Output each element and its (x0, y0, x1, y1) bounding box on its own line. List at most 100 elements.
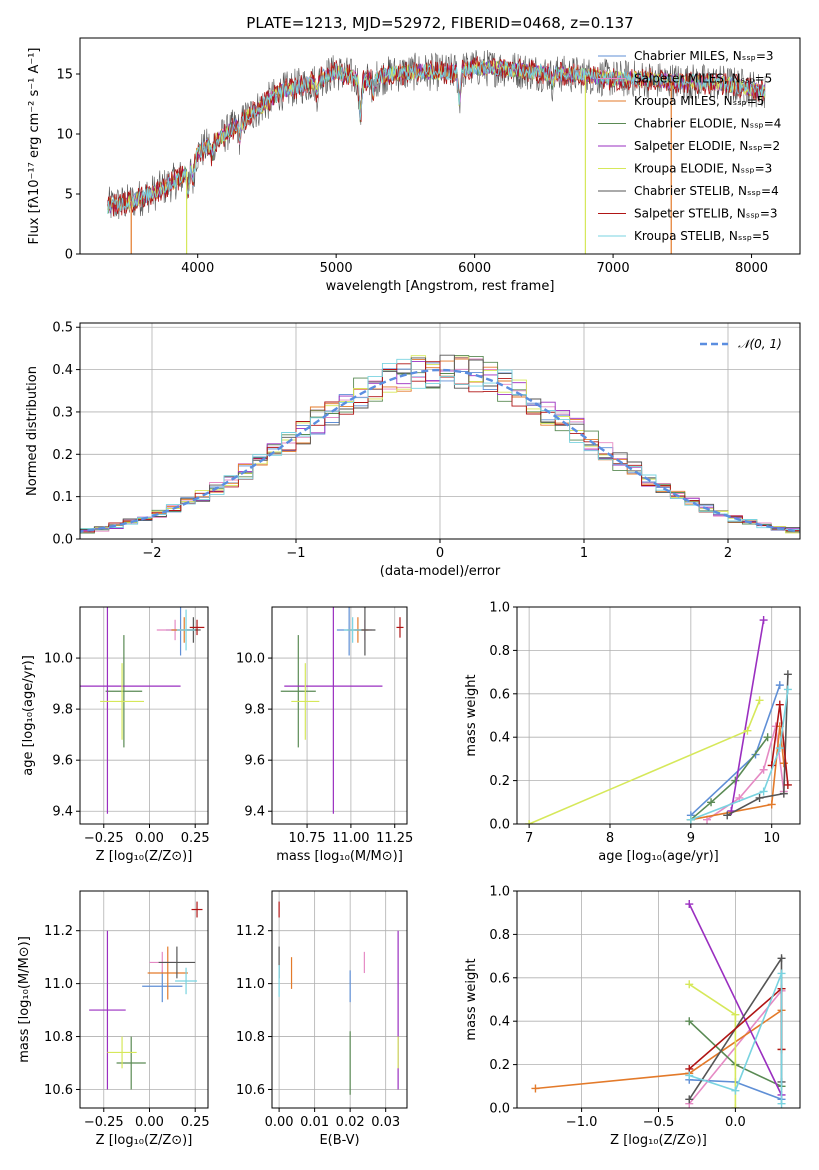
x-tick-label: 8000 (735, 261, 768, 276)
weight-marker (755, 696, 764, 705)
panel-1: −2 −1 0 1 2 0.0 0.1 0.2 0.3 0.4 0.5 (data-model)/er… (25, 321, 801, 579)
point-chabrier-stelib (158, 946, 196, 979)
weight-marker (767, 800, 776, 809)
plot-area (272, 607, 407, 824)
point-salpeter-stelib (396, 617, 404, 638)
y-tick-label: 0.3 (52, 405, 73, 420)
point-salpeter-elodie (284, 607, 383, 814)
x-tick-label: 11.25 (376, 831, 413, 846)
weight-marker (685, 1071, 694, 1080)
x-tick-label: 9 (687, 831, 695, 846)
axes-frame (79, 322, 801, 540)
point-kroupa-elodie (107, 1036, 137, 1069)
x-tick-label: −0.5 (643, 1115, 675, 1130)
point-salpeter-elodie (89, 930, 126, 1090)
chart-title: PLATE=1213, MJD=52972, FIBERID=0468, z=0… (246, 14, 633, 32)
weight-marker (685, 1095, 694, 1104)
weight-marker (525, 820, 534, 824)
y-axis-label: mass weight (464, 674, 479, 756)
y-tick-label: 9.4 (244, 805, 265, 820)
axes-frame (516, 890, 801, 1109)
point-chabrier-miles (142, 970, 183, 1003)
weight-marker (783, 685, 792, 694)
weight-marker (783, 780, 792, 789)
y-tick-label: 9.8 (52, 703, 73, 718)
axes-frame (271, 606, 408, 825)
x-axis-label: (data-model)/error (380, 564, 501, 579)
y-tick-label: 0.0 (489, 818, 510, 833)
point-chabrier-elodie (105, 635, 143, 748)
legend: Chabrier MILES, Nₛₛₚ=3 Salpeter MILES, Nₛ… (598, 49, 781, 243)
point-salpeter-elodie (80, 607, 181, 814)
x-tick-label: 7 (525, 831, 533, 846)
y-tick-label: 0.4 (489, 731, 510, 746)
spectrum-line-salpeter-stelib (107, 55, 766, 217)
y-tick-label: 1.0 (489, 885, 510, 900)
y-tick-label: 10.0 (236, 652, 265, 667)
weight-marker (777, 954, 786, 963)
legend-label-chabrier-miles: Chabrier MILES, Nₛₛₚ=3 (634, 49, 774, 63)
y-tick-label: 9.6 (244, 754, 265, 769)
weight-line-kroupa-stelib (689, 973, 783, 1104)
x-tick-label: 8 (606, 831, 614, 846)
y-tick-label: 11.0 (44, 977, 73, 992)
point-chabrier-elodie (116, 1036, 146, 1090)
panel-2: −0.25 0.00 0.25 9.4 9.6 9.8 10.0 Z [log₁₀(Z/Z⊙)… (21, 606, 210, 864)
x-tick-label: 10 (763, 831, 780, 846)
weight-marker (783, 670, 792, 679)
x-axis-label: Z [log₁₀(Z/Z⊙)] (96, 1133, 193, 1148)
legend-label-salpeter-miles: Salpeter MILES, Nₛₛₚ=5 (634, 72, 772, 86)
panel-0: 4000 5000 6000 7000 8000 0 5 10 15 wavelength [An… (27, 14, 801, 294)
axes-frame (79, 606, 209, 825)
x-axis-label: mass [log₁₀(M/M⊙)] (276, 849, 403, 864)
y-tick-label: 0.0 (489, 1102, 510, 1117)
y-tick-label: 0.2 (489, 1058, 510, 1073)
y-axis-label: Normed distribution (25, 366, 40, 496)
weight-marker (775, 744, 784, 753)
weight-marker (723, 811, 732, 820)
weight-marker (759, 616, 768, 625)
weight-marker (686, 815, 695, 824)
legend-label-salpeter-elodie: Salpeter ELODIE, Nₛₛₚ=2 (634, 139, 780, 153)
weight-line-chabrier-elodie (690, 736, 769, 821)
plot-area (517, 891, 800, 1108)
plot-area (80, 891, 208, 1108)
plot-area (80, 607, 208, 824)
x-tick-label: 0.0 (725, 1115, 746, 1130)
y-tick-label: 10.6 (44, 1083, 73, 1098)
y-tick-label: 9.6 (52, 754, 73, 769)
x-tick-label: 0.25 (181, 831, 210, 846)
y-tick-label: 10.8 (44, 1030, 73, 1045)
weight-marker (779, 789, 788, 798)
x-tick-label: 11.00 (332, 831, 369, 846)
x-tick-label: 2 (724, 546, 732, 561)
x-axis-label: wavelength [Angstrom, rest frame] (326, 279, 555, 294)
histogram-kroupa-stelib (80, 358, 800, 535)
y-tick-label: 0.1 (52, 490, 73, 505)
x-tick-label: 5000 (320, 261, 353, 276)
x-tick-label: −1.0 (566, 1115, 598, 1130)
x-tick-label: −0.25 (84, 831, 124, 846)
plot-area (517, 607, 800, 824)
weight-marker (759, 765, 768, 774)
x-tick-label: −1 (286, 546, 305, 561)
x-tick-label: 7000 (597, 261, 630, 276)
panel-4: 7 8 9 10 0.0 0.2 0.4 0.6 0.8 1.0 age [log₁₀(age/yr… (464, 601, 801, 864)
weight-marker (707, 798, 716, 807)
panel-6: 0.00 0.01 0.02 0.03 10.6 10.8 11.0 11.2 E(B-V) (236, 890, 408, 1148)
x-axis-label: E(B-V) (319, 1133, 359, 1148)
weight-marker (731, 1104, 740, 1108)
x-tick-label: 6000 (458, 261, 491, 276)
y-tick-label: 11.2 (44, 924, 73, 939)
x-tick-label: 0.00 (135, 831, 164, 846)
y-tick-label: 10.8 (236, 1030, 265, 1045)
y-tick-label: 0.4 (52, 363, 73, 378)
y-axis-label: age [log₁₀(age/yr)] (21, 655, 36, 776)
x-tick-label: 0.00 (135, 1115, 164, 1130)
weight-marker (685, 1017, 694, 1026)
weight-marker (759, 787, 768, 796)
y-axis-label: Flux [fλ10⁻¹⁷ erg cm⁻² s⁻¹ A⁻¹] (27, 48, 42, 245)
y-tick-label: 10.0 (44, 652, 73, 667)
weight-marker (775, 681, 784, 690)
